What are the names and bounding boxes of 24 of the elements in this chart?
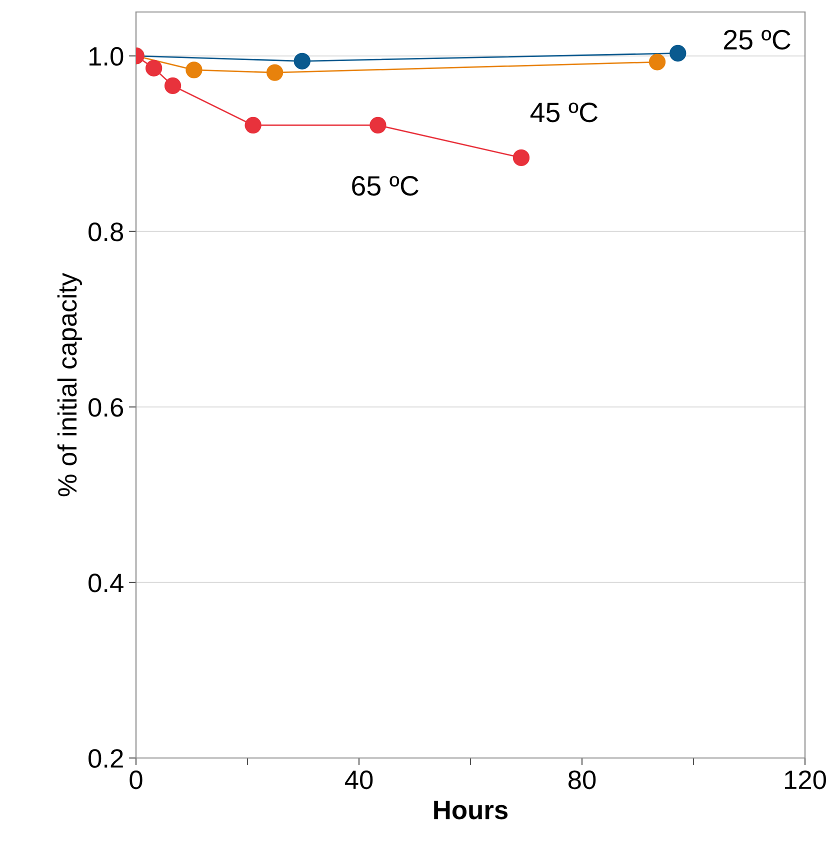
series-label: 25 ºC	[724, 30, 790, 50]
point	[164, 77, 182, 94]
x-axis-title: Hours	[434, 800, 508, 820]
point	[670, 44, 686, 62]
y-axis-title: % of initial capacity	[57, 272, 82, 496]
point	[244, 116, 262, 134]
y-tick-label: 0.4	[88, 574, 124, 592]
y-tick-label: 0.8	[88, 222, 124, 242]
y-tick-label: 0.6	[88, 398, 124, 417]
point	[186, 62, 202, 78]
point	[146, 60, 162, 77]
x-tick-label: 120	[785, 770, 826, 790]
point	[294, 52, 310, 70]
x-tick-label: 80	[568, 770, 596, 790]
series-label: 45 ºC	[530, 102, 598, 122]
y-tick-label: 0.2	[88, 749, 123, 768]
series-label: 65 ºC	[352, 176, 418, 196]
point	[266, 64, 284, 81]
x-tick-label: 0	[130, 770, 142, 790]
point	[648, 54, 666, 70]
point	[512, 149, 530, 166]
point	[370, 116, 386, 134]
x-tick-label: 40	[344, 770, 373, 790]
y-tick-label: 1.0	[90, 47, 124, 66]
